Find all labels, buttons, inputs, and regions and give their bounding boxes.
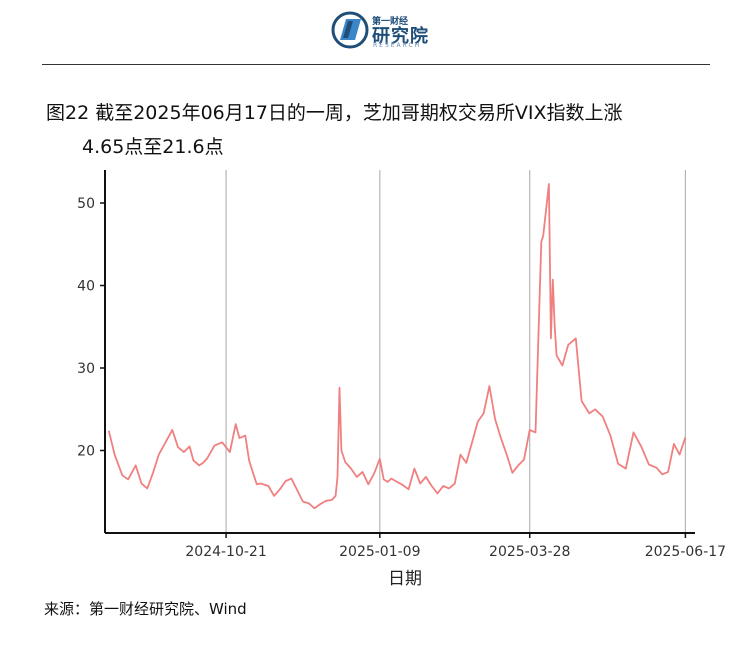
x-tick-label: 2024-10-21 bbox=[185, 544, 266, 560]
header-divider bbox=[42, 64, 710, 65]
x-tick-label: 2025-03-28 bbox=[489, 544, 570, 560]
vix-line-chart: 20 30 40 50 2024-10-21 2025-01-09 2025-03-28 20… bbox=[77, 170, 726, 589]
y-tick-label: 50 bbox=[77, 196, 95, 212]
brand-logo bbox=[330, 10, 470, 50]
y-tick-label: 20 bbox=[77, 444, 95, 460]
y-tick-label: 40 bbox=[77, 279, 95, 295]
vix-series-line bbox=[107, 183, 687, 510]
x-tick-label: 2025-06-17 bbox=[645, 544, 726, 560]
y-tick-label: 30 bbox=[77, 361, 95, 377]
chart-title-line1: 图22 截至2025年06月17日的一周，芝加哥期权交易所VIX指数上涨 bbox=[46, 102, 623, 124]
logo-small-text: 第一财经 bbox=[372, 17, 409, 27]
logo-main-text: 研究院 bbox=[372, 26, 429, 47]
x-tick-label: 2025-01-09 bbox=[339, 544, 420, 560]
chart-title-line2: 4.65点至21.6点 bbox=[82, 136, 224, 158]
logo-sub-text: RESEARCH bbox=[373, 42, 422, 49]
logo-mark-icon bbox=[331, 11, 369, 49]
source-note: 来源：第一财经研究院、Wind bbox=[44, 600, 247, 618]
x-axis-label: 日期 bbox=[388, 569, 422, 589]
